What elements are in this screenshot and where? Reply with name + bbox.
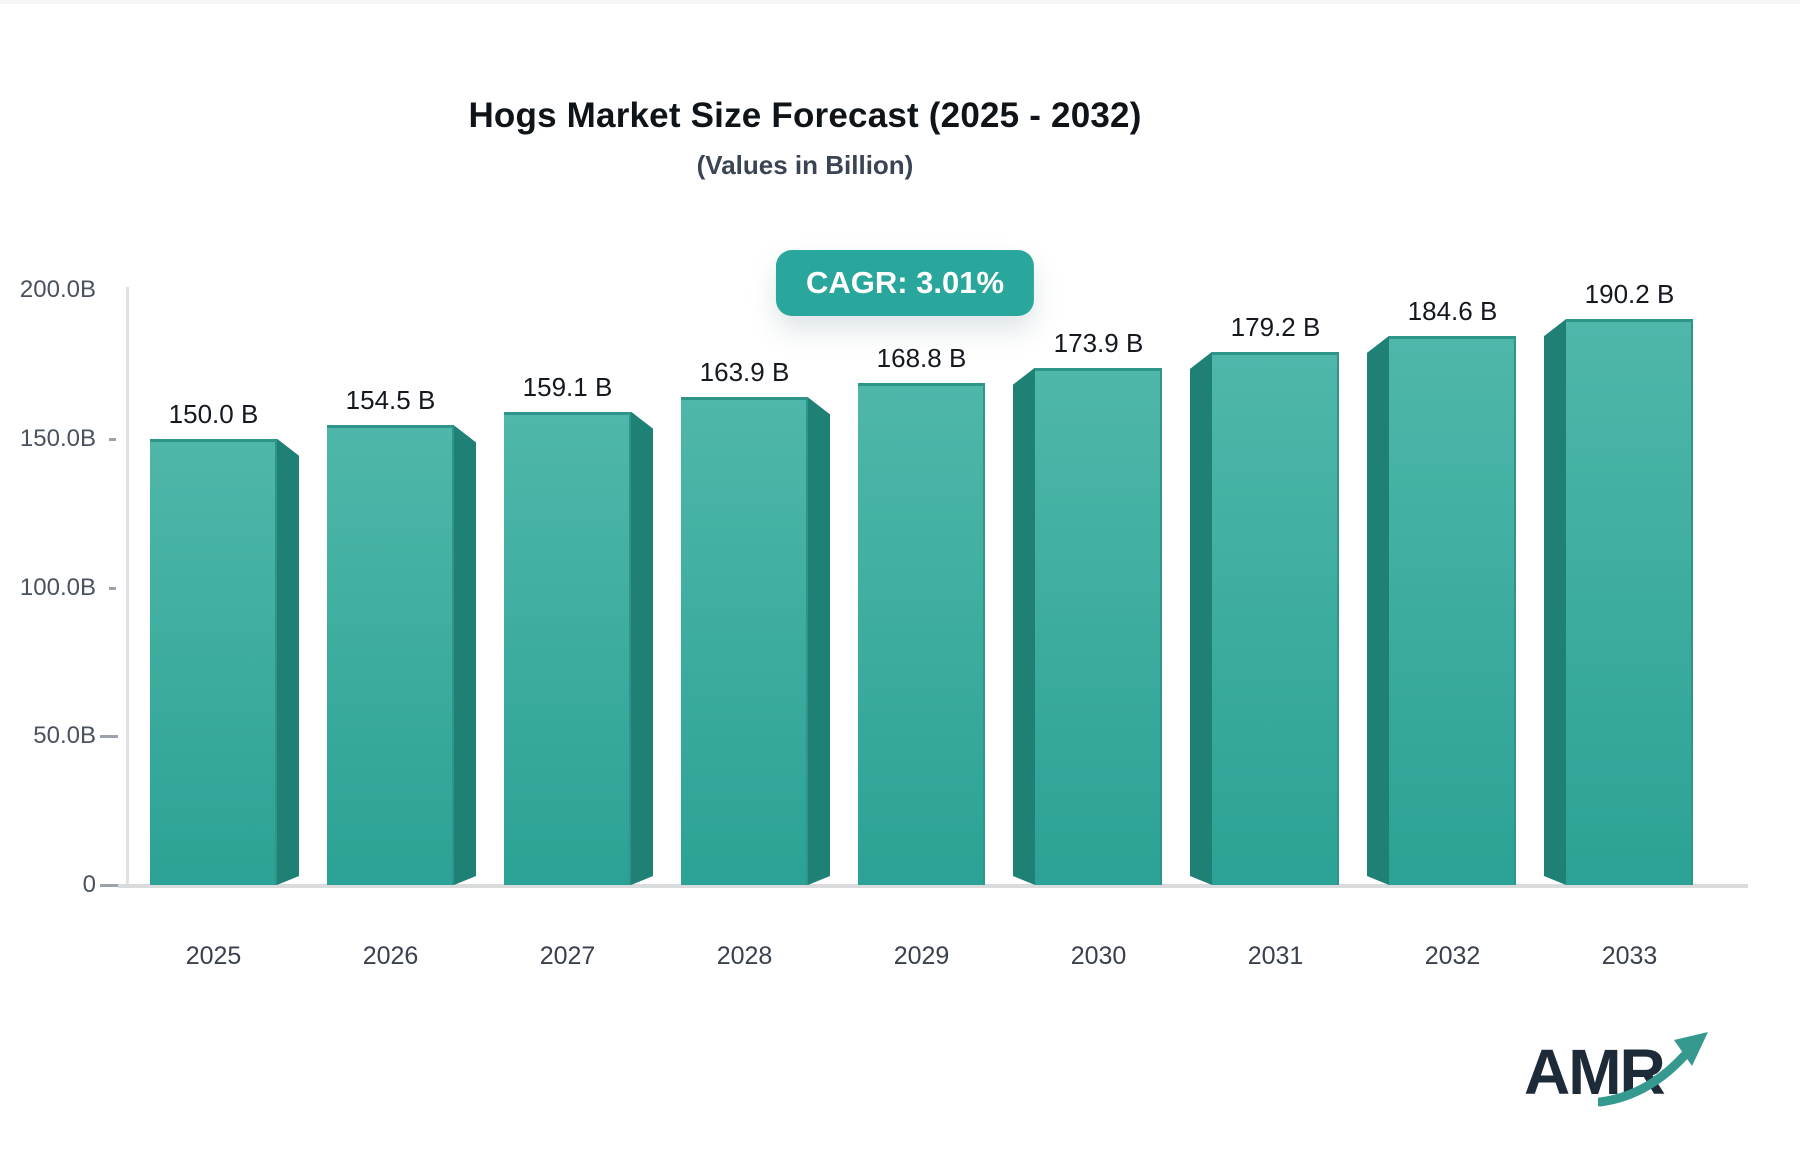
x-axis-category-label: 2026 [362,942,419,970]
bar-side-panel [808,397,830,885]
y-axis-line [126,287,129,888]
growth-arrow-icon [1598,1032,1708,1107]
x-axis-category-label: 2028 [716,942,773,970]
bar-value-label: 179.2 B [1230,311,1321,342]
bar-2027[interactable] [504,411,631,885]
y-axis-tick-mark [109,586,116,590]
x-axis-category-label: 2033 [1601,942,1658,970]
bar-2025[interactable] [150,438,277,885]
x-axis-line [118,884,1748,888]
bar-side-panel [631,412,653,885]
bar-2026[interactable] [327,425,454,885]
bar-value-label: 163.9 B [699,357,790,388]
x-axis-category-label: 2025 [185,942,242,970]
bar-value-label: 173.9 B [1053,327,1144,358]
bar-value-label: 150.0 B [168,398,259,429]
y-axis-tick-mark [100,884,118,887]
bar-2028[interactable] [681,397,808,885]
y-axis-tick-mark [100,735,118,739]
x-axis-category-label: 2027 [539,942,596,970]
x-axis-category-label: 2032 [1424,942,1481,970]
y-axis-tick-label: 150.0B [19,424,96,452]
bar-2033[interactable] [1566,319,1693,885]
y-axis-tick-label: 0 [82,871,96,898]
bar-2029[interactable] [858,382,985,885]
bar-2032[interactable] [1389,335,1516,885]
bar-side-panel [454,425,476,885]
chart-title: Hogs Market Size Forecast (2025 - 2032) [468,96,1142,135]
bar-side-panel [1544,319,1566,885]
bar-value-label: 159.1 B [522,371,613,402]
bar-2031[interactable] [1212,351,1339,885]
x-axis-category-label: 2029 [893,942,950,970]
chart-subtitle: (Values in Billion) [696,150,914,180]
y-axis-tick-label: 50.0B [33,722,96,750]
x-axis-category-label: 2030 [1070,942,1127,970]
cagr-badge: CAGR: 3.01% [775,250,1035,316]
bar-2030[interactable] [1035,367,1162,885]
bar-side-panel [1190,352,1212,885]
bar-side-panel [277,439,299,885]
bar-value-label: 184.6 B [1407,295,1498,326]
x-axis-category-label: 2031 [1247,942,1304,970]
y-axis-tick-label: 200.0B [19,276,96,303]
bar-value-label: 168.8 B [876,342,967,373]
bar-value-label: 154.5 B [345,385,436,416]
amr-logo: AMR [1524,1036,1666,1108]
bar-side-panel [1367,336,1389,885]
y-axis-tick-label: 100.0B [19,573,96,601]
y-axis-tick-mark [109,437,116,441]
bar-side-panel [1013,368,1035,885]
bar-value-label: 190.2 B [1584,279,1675,310]
